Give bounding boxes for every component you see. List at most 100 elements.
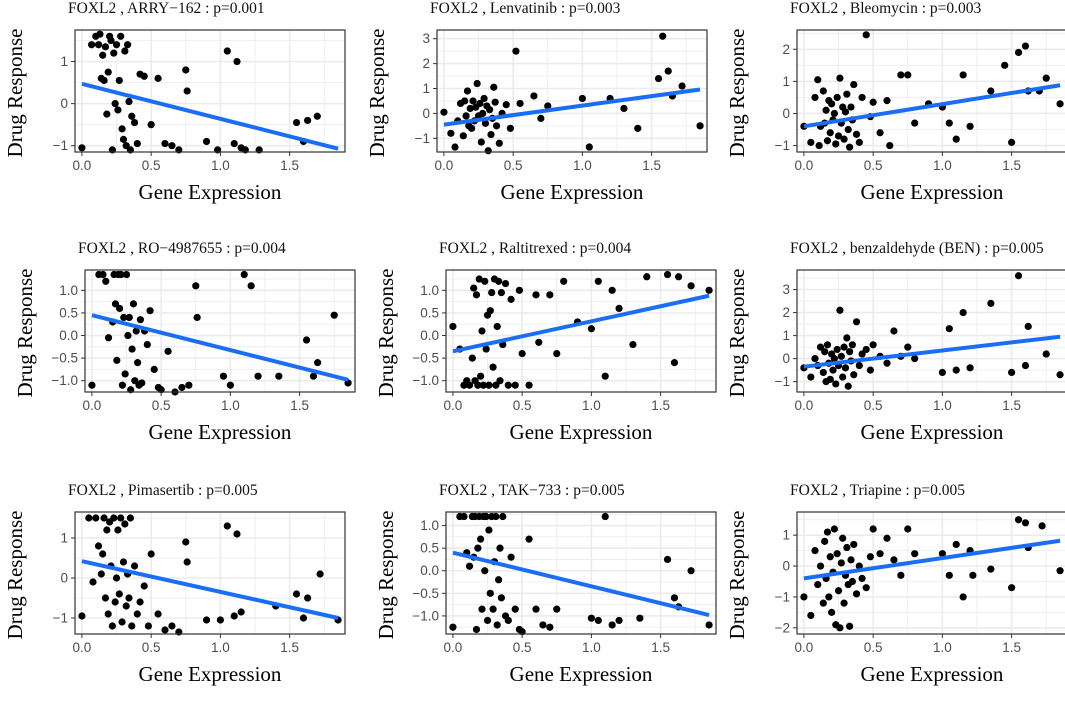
data-point (78, 144, 86, 152)
x-tick-label: 1.5 (280, 640, 299, 655)
data-point (587, 614, 595, 622)
data-point (816, 343, 825, 351)
x-tick-label: 1.0 (933, 640, 952, 655)
data-point (115, 76, 123, 85)
data-point (118, 125, 126, 133)
data-point (100, 514, 108, 522)
data-point (1042, 74, 1050, 82)
data-point (966, 364, 974, 372)
data-point (678, 82, 686, 90)
data-point (178, 383, 186, 392)
data-point (834, 132, 843, 140)
data-point (487, 130, 495, 139)
plot-area (437, 30, 707, 152)
data-point (945, 119, 953, 127)
data-point (546, 623, 554, 631)
data-point (108, 622, 116, 630)
y-tick-label: −1 (775, 374, 790, 389)
data-point (110, 49, 118, 57)
x-tick-label: 1.0 (933, 398, 952, 413)
data-point (836, 624, 844, 632)
x-axis-title: Gene Expression (149, 420, 292, 444)
regression-line (81, 81, 339, 151)
data-point (482, 345, 490, 353)
data-point (449, 623, 457, 631)
data-point (133, 610, 141, 618)
data-point (847, 103, 855, 111)
data-point (117, 270, 125, 279)
data-point (111, 100, 119, 108)
data-point (846, 348, 854, 356)
data-point (663, 270, 672, 279)
data-point (705, 286, 713, 294)
data-point (143, 340, 151, 349)
data-point (847, 556, 855, 564)
data-point (594, 277, 602, 285)
data-point (608, 286, 616, 294)
data-point (472, 625, 481, 634)
data-point (125, 594, 133, 602)
data-point (125, 97, 133, 106)
y-tick-label: 1 (782, 328, 790, 343)
data-point (497, 594, 505, 602)
data-point (663, 555, 672, 564)
data-point (104, 68, 112, 76)
data-point (634, 124, 642, 132)
data-point (869, 98, 877, 106)
data-point (504, 381, 512, 389)
data-point (664, 67, 672, 75)
data-point (477, 372, 485, 380)
data-point (828, 100, 836, 108)
data-point (1021, 42, 1030, 50)
data-point (104, 610, 112, 618)
data-point (124, 41, 132, 49)
data-point (825, 593, 833, 601)
data-point (839, 534, 847, 542)
data-point (553, 349, 561, 358)
data-point (119, 135, 128, 143)
data-point (202, 616, 211, 624)
panel-title: FOXL2 , Pimasertib : p=0.005 (68, 482, 258, 499)
x-tick-label: 0.0 (795, 640, 814, 655)
data-point (129, 300, 138, 308)
data-point (822, 106, 830, 114)
panel-title: FOXL2 , Bleomycin : p=0.003 (790, 0, 982, 17)
data-point (480, 94, 488, 103)
data-point (299, 614, 308, 622)
y-tick-label: 0.5 (420, 305, 439, 320)
panel-bleomycin: FOXL2 , Bleomycin : p=0.003 0.0 0.5 1.0 1.5… (722, 0, 1065, 234)
data-point (848, 341, 856, 349)
data-point (469, 97, 477, 105)
plot-border (74, 511, 346, 635)
data-point (811, 355, 819, 363)
data-point (92, 514, 100, 522)
data-point (154, 610, 162, 618)
data-point (987, 565, 995, 573)
data-point (465, 381, 474, 389)
x-axis-title: Gene Expression (501, 180, 644, 204)
data-point (100, 76, 108, 85)
data-point (481, 277, 489, 285)
y-tick-label: 0.5 (59, 305, 78, 320)
data-point (938, 550, 946, 558)
data-point (462, 112, 470, 120)
panel-ro-4987655: FOXL2 , RO−4987655 : p=0.004 0.0 0.5 1.0 1.… (10, 240, 365, 474)
data-point (832, 140, 840, 148)
data-point (472, 291, 481, 299)
data-point (585, 143, 593, 151)
data-point (866, 366, 874, 374)
data-point (140, 582, 148, 590)
panel-title: FOXL2 , Lenvatinib : p=0.003 (430, 0, 621, 17)
data-point (115, 590, 123, 598)
x-axis-title: Gene Expression (861, 180, 1004, 204)
data-point (144, 622, 152, 630)
data-point (1056, 567, 1064, 575)
plot-border (74, 29, 346, 153)
data-point (501, 279, 510, 288)
y-tick-label: −1.0 (412, 373, 439, 388)
data-point (140, 72, 148, 80)
data-point (886, 141, 894, 150)
data-point (837, 559, 845, 567)
data-point (546, 291, 554, 299)
data-point (492, 122, 501, 130)
